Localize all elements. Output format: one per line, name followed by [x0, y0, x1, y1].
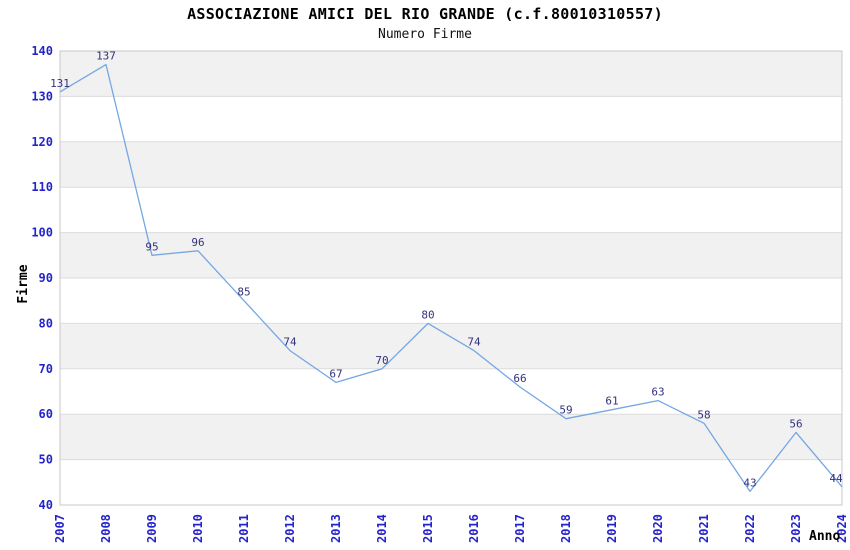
- data-label: 95: [145, 240, 158, 253]
- data-label: 74: [283, 336, 297, 349]
- grid-band: [60, 323, 842, 369]
- y-tick-label: 60: [39, 407, 53, 421]
- data-label: 56: [789, 417, 802, 430]
- y-tick-label: 140: [31, 44, 53, 58]
- x-tick-label: 2019: [605, 514, 619, 543]
- x-tick-label: 2011: [237, 514, 251, 543]
- data-label: 70: [375, 354, 388, 367]
- y-tick-label: 90: [39, 271, 53, 285]
- x-tick-label: 2009: [145, 514, 159, 543]
- y-tick-label: 40: [39, 498, 53, 512]
- chart-subtitle: Numero Firme: [378, 27, 472, 42]
- data-label: 59: [559, 404, 572, 417]
- x-tick-label: 2015: [421, 514, 435, 543]
- chart-title: ASSOCIAZIONE AMICI DEL RIO GRANDE (c.f.8…: [187, 5, 663, 23]
- plot-border: [59, 50, 843, 506]
- x-tick-label: 2008: [99, 514, 113, 543]
- grid-band: [60, 141, 842, 188]
- x-tick-label: 2022: [743, 514, 757, 543]
- x-tick-label: 2021: [697, 514, 711, 543]
- data-label: 58: [697, 408, 710, 421]
- data-label: 44: [829, 472, 843, 485]
- data-label: 66: [513, 372, 526, 385]
- x-tick-label: 2024: [835, 514, 849, 543]
- data-label: 61: [605, 395, 618, 408]
- x-axis-title: Anno: [809, 529, 840, 544]
- data-label: 131: [50, 77, 70, 90]
- x-tick-label: 2014: [375, 514, 389, 543]
- grid-band: [60, 414, 842, 460]
- x-tick-label: 2023: [789, 514, 803, 543]
- data-label: 43: [743, 476, 756, 489]
- x-tick-label: 2020: [651, 514, 665, 543]
- data-label: 67: [329, 367, 342, 380]
- x-tick-label: 2016: [467, 514, 481, 543]
- data-label: 74: [467, 336, 481, 349]
- y-tick-label: 120: [31, 135, 53, 149]
- grid-band: [60, 232, 842, 278]
- y-tick-label: 80: [39, 316, 53, 330]
- x-tick-label: 2017: [513, 514, 527, 543]
- x-tick-label: 2010: [191, 514, 205, 543]
- trend-line: [59, 63, 843, 493]
- data-label: 137: [96, 50, 116, 63]
- y-tick-label: 70: [39, 362, 53, 376]
- y-tick-label: 110: [31, 180, 53, 194]
- data-label: 85: [237, 286, 250, 299]
- y-axis-title: Firme: [16, 264, 31, 303]
- x-tick-label: 2018: [559, 514, 573, 543]
- x-tick-label: 2013: [329, 514, 343, 543]
- grid-band: [60, 51, 842, 97]
- y-tick-label: 50: [39, 453, 53, 467]
- data-label: 80: [421, 308, 434, 321]
- x-tick-label: 2007: [53, 514, 67, 543]
- data-label: 63: [651, 386, 664, 399]
- data-label: 96: [191, 236, 204, 249]
- y-tick-label: 100: [31, 226, 53, 240]
- y-tick-label: 130: [31, 89, 53, 103]
- x-tick-label: 2012: [283, 514, 297, 543]
